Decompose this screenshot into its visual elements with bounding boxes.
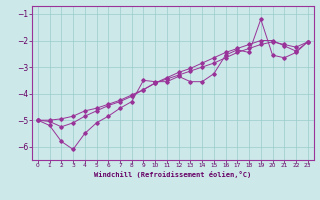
- X-axis label: Windchill (Refroidissement éolien,°C): Windchill (Refroidissement éolien,°C): [94, 171, 252, 178]
